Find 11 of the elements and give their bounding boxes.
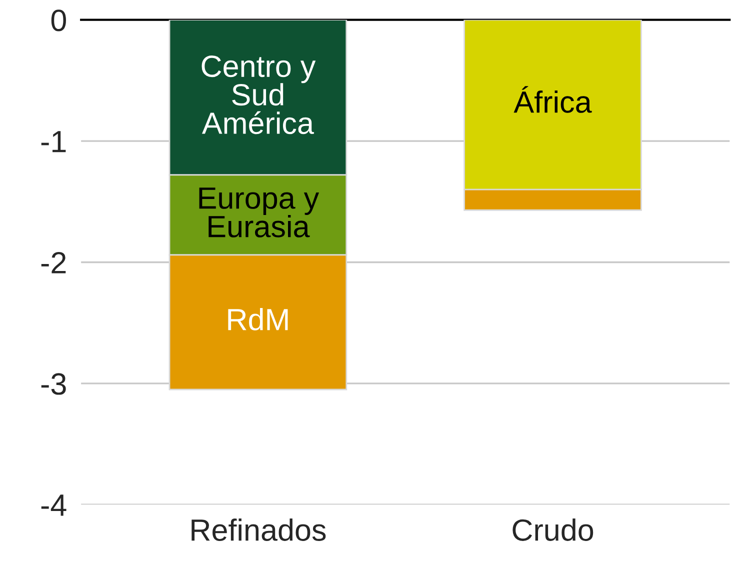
y-tick-label: -1 (41, 131, 66, 152)
series-label: Europa y Eurasia (199, 188, 320, 238)
y-tick-label: -4 (41, 494, 66, 516)
y-tick-label: -2 (41, 252, 66, 274)
x-tick-label: Refinados (192, 518, 326, 541)
series-label: Centro y Sud América (202, 55, 316, 134)
series-label: RdM (228, 308, 288, 330)
y-tick-label: 0 (51, 10, 66, 32)
y-tick-label: -3 (41, 373, 66, 395)
x-tick-label: Crudo (512, 518, 594, 541)
series-label: África (514, 86, 592, 113)
